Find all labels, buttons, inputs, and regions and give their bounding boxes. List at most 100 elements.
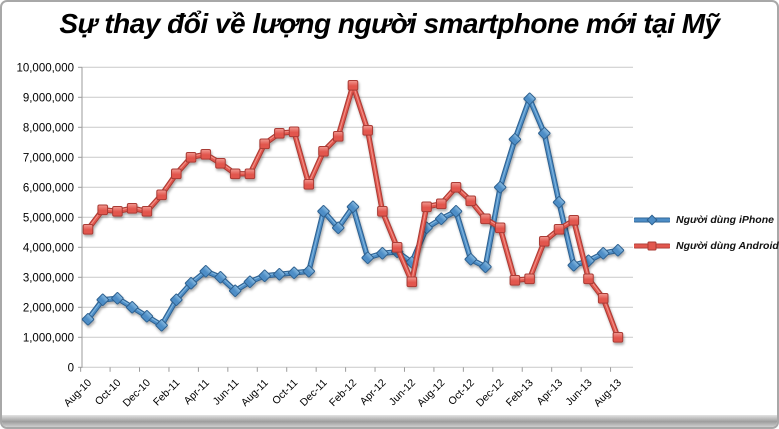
marker-iphone	[258, 269, 271, 282]
x-tick-label: Jun-13	[563, 377, 594, 408]
x-tick-label: Aug-10	[62, 377, 95, 410]
marker-android	[332, 131, 344, 142]
marker-iphone	[81, 313, 95, 326]
marker-android	[362, 125, 373, 136]
legend-item-android: Người dùng Android	[634, 233, 779, 259]
marker-iphone	[155, 319, 168, 332]
marker-android	[126, 203, 138, 214]
marker-iphone	[111, 292, 124, 305]
marker-iphone	[287, 266, 301, 279]
legend-iphone-marker-icon	[634, 214, 670, 226]
marker-iphone	[552, 196, 566, 209]
x-tick-label: Aug-13	[592, 377, 625, 410]
marker-android	[421, 201, 432, 213]
marker-iphone	[96, 293, 109, 306]
marker-android	[494, 222, 506, 234]
y-tick-label: 5,000,000	[23, 212, 74, 224]
y-tick-label: 1,000,000	[23, 332, 74, 344]
x-tick-label: Dec-10	[121, 377, 154, 410]
marker-iphone	[538, 127, 551, 140]
marker-iphone	[361, 251, 374, 264]
x-tick-label: Feb-12	[327, 377, 359, 409]
marker-iphone	[597, 247, 610, 260]
series-android	[82, 80, 624, 343]
chart-legend: Người dùng iPhone Người dùng Android	[634, 207, 779, 259]
x-tick-label: Jun-12	[387, 377, 418, 408]
legend-label-iphone: Người dùng iPhone	[676, 214, 774, 226]
marker-iphone	[464, 253, 477, 266]
marker-iphone	[170, 293, 183, 306]
marker-iphone	[317, 205, 330, 218]
marker-iphone	[493, 181, 507, 194]
marker-android	[274, 128, 285, 139]
marker-iphone	[508, 133, 522, 146]
marker-android	[318, 146, 329, 157]
x-tick-label: Apr-12	[358, 377, 389, 408]
marker-android	[82, 224, 94, 235]
x-tick-label: Feb-13	[504, 377, 536, 409]
marker-android	[156, 189, 167, 201]
marker-iphone	[346, 200, 360, 213]
marker-android	[347, 80, 359, 91]
x-tick-label: Apr-13	[534, 377, 565, 408]
legend-android-marker-icon	[634, 241, 670, 251]
x-tick-label: Feb-11	[151, 377, 183, 409]
marker-iphone	[273, 268, 286, 281]
marker-android	[406, 276, 418, 288]
marker-android	[524, 273, 535, 285]
marker-iphone	[184, 277, 198, 290]
line-chart: 0 1,000,000 2,000,000 3,000,000 4,000,000 5,0…	[16, 62, 633, 409]
marker-android	[244, 168, 256, 180]
marker-android	[465, 195, 477, 207]
marker-iphone	[376, 247, 389, 260]
y-tick-label: 2,000,000	[23, 302, 74, 314]
x-tick-label: Aug-12	[415, 377, 448, 410]
y-tick-label: 0	[68, 362, 74, 374]
marker-android	[377, 206, 388, 217]
y-tick-label: 4,000,000	[23, 242, 74, 254]
marker-iphone	[479, 260, 492, 273]
marker-android	[141, 206, 153, 217]
x-tick-label: Oct-12	[446, 377, 477, 408]
marker-android	[259, 138, 270, 150]
chart-title: Sự thay đổi về lượng người smartphone mớ…	[59, 8, 720, 39]
x-tick-label: Aug-11	[239, 377, 271, 409]
marker-android	[303, 179, 315, 190]
x-tick-label: Apr-11	[182, 377, 212, 407]
y-tick-label: 6,000,000	[23, 182, 74, 194]
y-tick-label: 8,000,000	[23, 122, 74, 134]
marker-iphone	[435, 212, 448, 225]
y-tick-label: 3,000,000	[23, 272, 74, 284]
marker-iphone	[523, 92, 536, 105]
marker-iphone	[567, 259, 580, 272]
marker-iphone	[611, 244, 625, 257]
y-axis: 0 1,000,000 2,000,000 3,000,000 4,000,000 5,0…	[16, 62, 83, 374]
marker-android	[171, 168, 182, 180]
legend-item-iphone: Người dùng iPhone	[634, 207, 774, 233]
x-tick-label: Jun-11	[211, 377, 242, 408]
marker-iphone	[199, 265, 212, 278]
marker-iphone	[449, 205, 463, 218]
marker-android	[583, 273, 594, 285]
x-tick-label: Oct-11	[270, 377, 300, 407]
marker-android	[480, 213, 491, 225]
marker-android	[597, 293, 609, 304]
marker-iphone	[140, 310, 154, 323]
marker-iphone	[302, 265, 315, 278]
marker-android	[435, 198, 447, 210]
x-tick-label: Dec-12	[474, 377, 507, 410]
marker-iphone	[332, 221, 345, 234]
marker-android	[568, 215, 580, 226]
marker-android	[200, 149, 212, 160]
marker-android	[391, 242, 403, 253]
marker-iphone	[214, 271, 227, 284]
series-iphone	[81, 92, 625, 332]
marker-android	[612, 332, 624, 343]
marker-iphone	[229, 284, 242, 297]
marker-android	[553, 224, 565, 235]
y-tick-label: 9,000,000	[23, 92, 74, 104]
marker-android	[509, 275, 521, 286]
